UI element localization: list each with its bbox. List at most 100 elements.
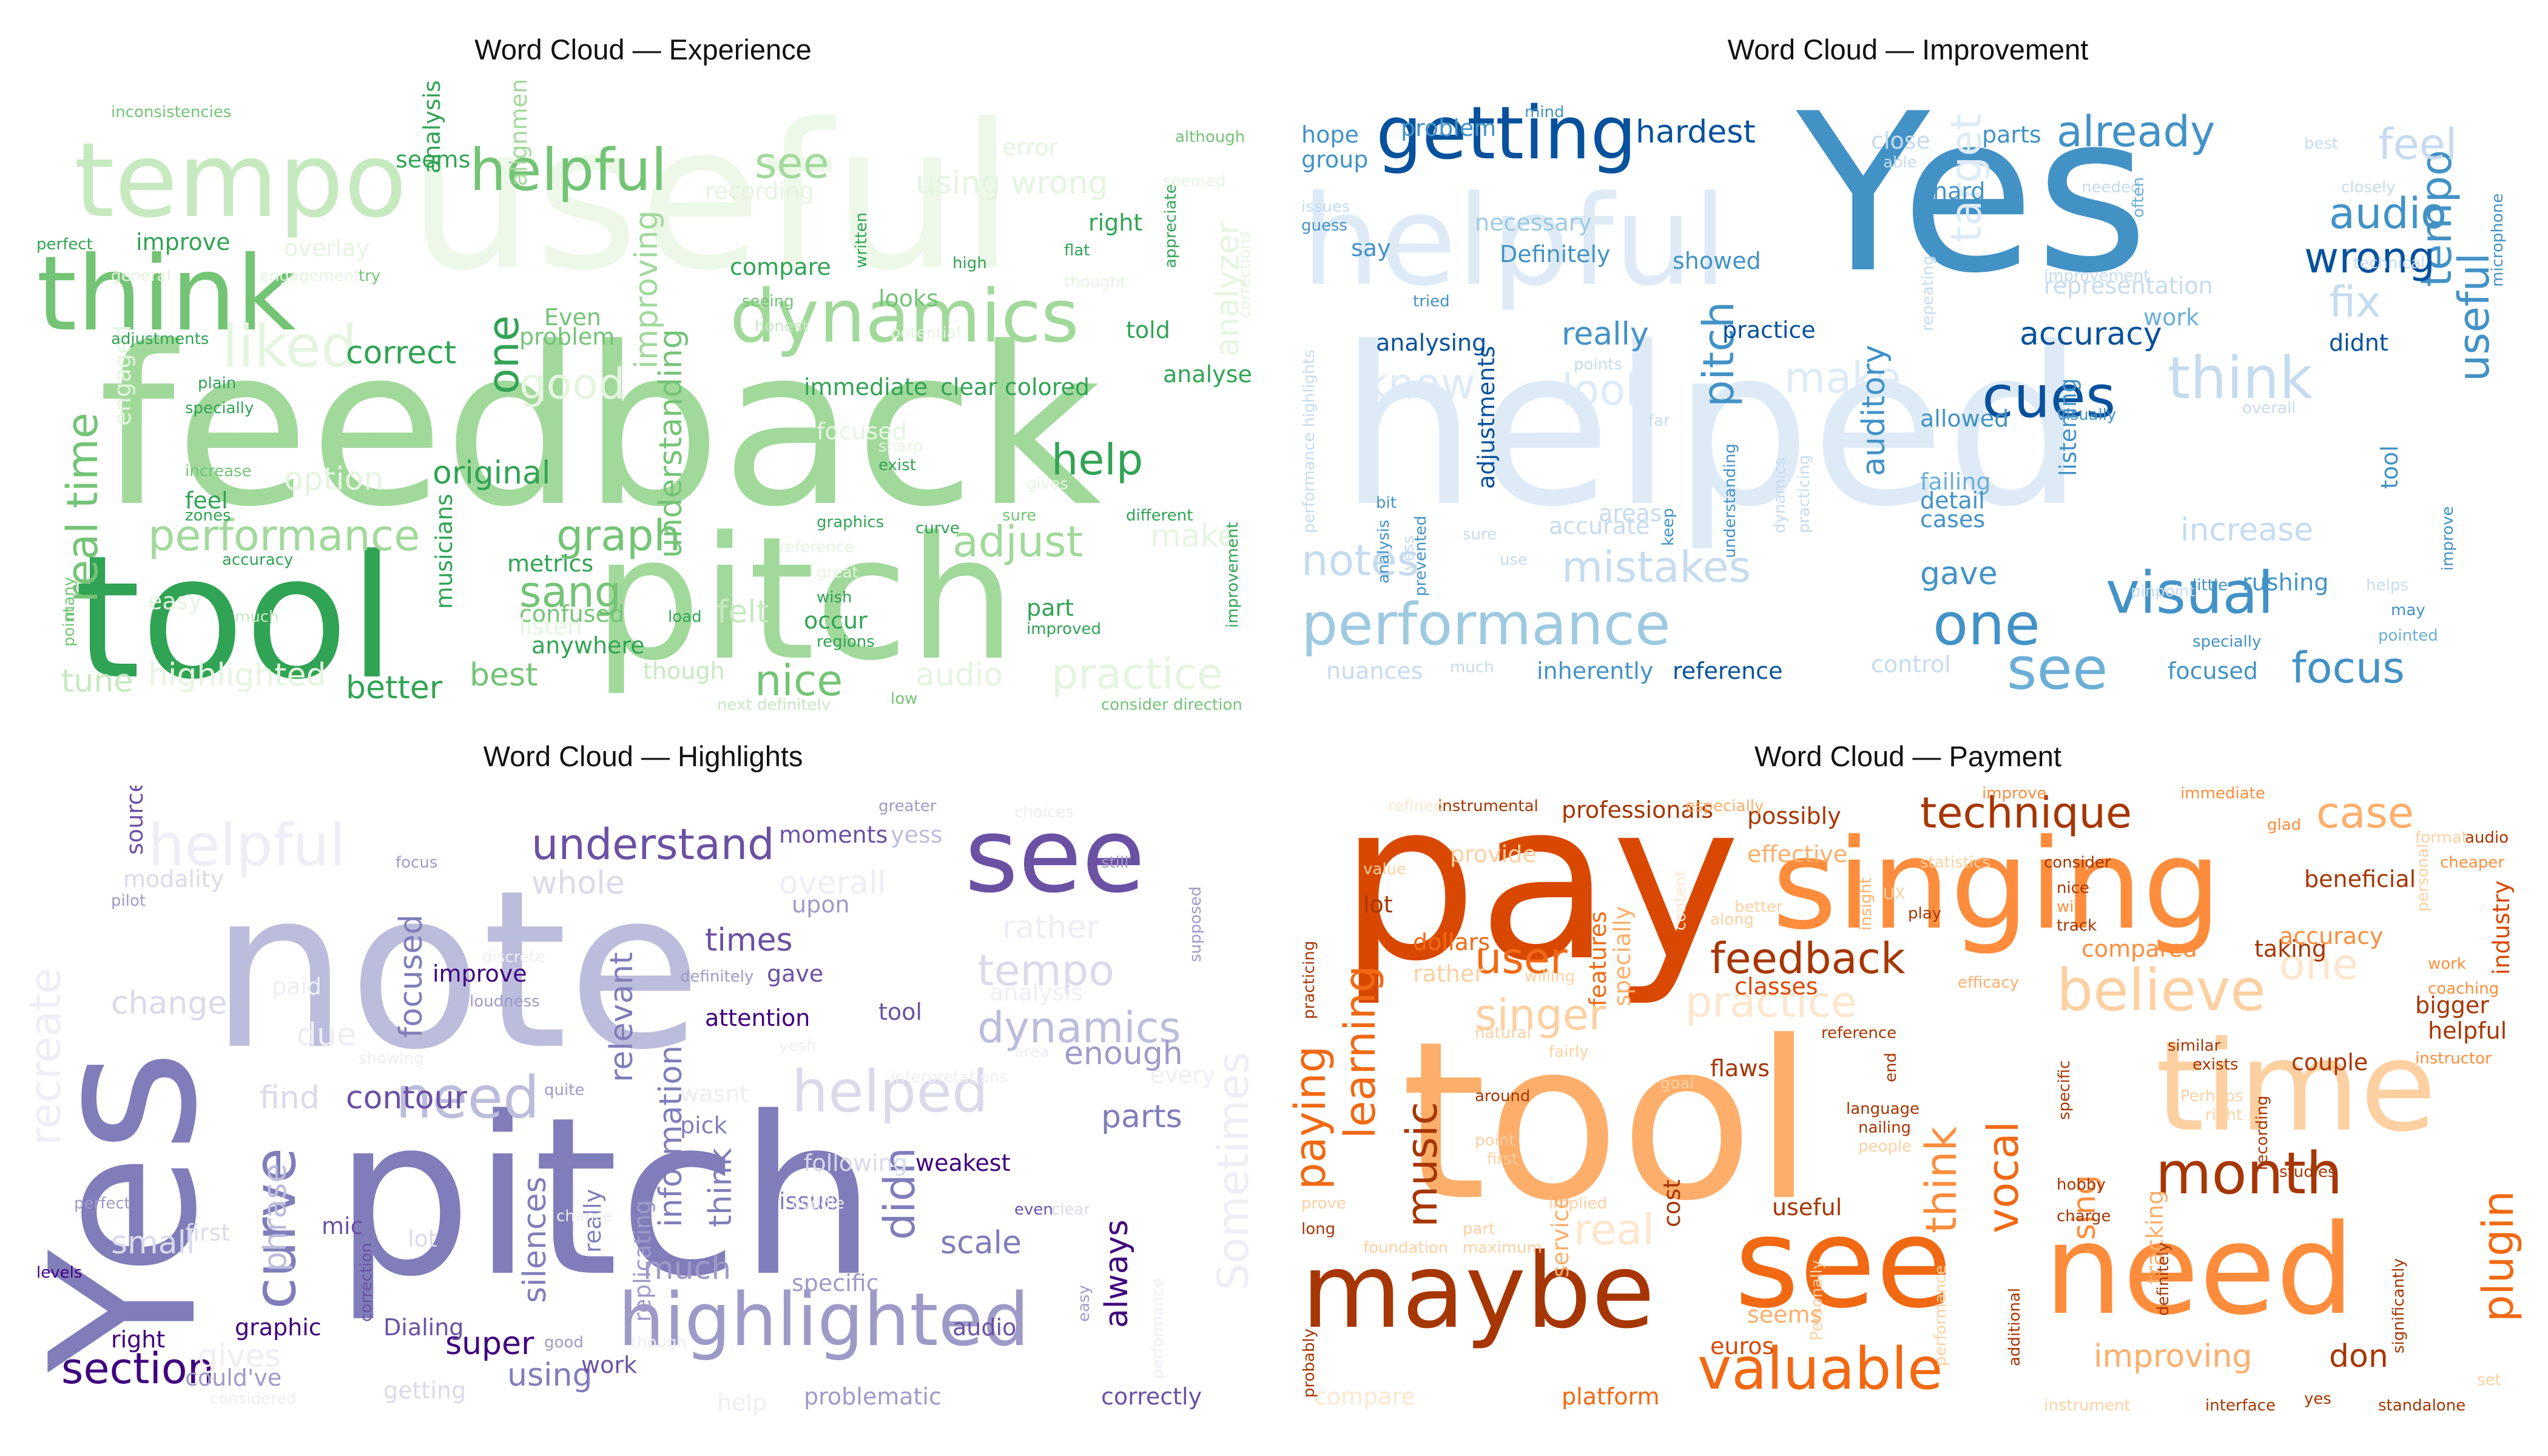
cloud-word: curve <box>915 519 960 538</box>
cloud-word: easy <box>1075 1285 1093 1322</box>
cloud-word: reference <box>1821 1024 1897 1042</box>
cloud-word: compared <box>2081 935 2197 962</box>
cloud-word: will <box>2057 898 2083 916</box>
cloud-word: Definitely <box>1500 241 1611 268</box>
cloud-word: fix <box>2329 277 2381 327</box>
cloud-word: considered <box>210 1390 297 1408</box>
cloud-word: gave <box>767 960 824 987</box>
cloud-word: improvement <box>1224 522 1242 628</box>
cloud-word: enough <box>1064 1036 1183 1072</box>
cloud-word: listening <box>2055 377 2081 476</box>
cloud-word: dynamics <box>977 1003 1181 1053</box>
cloud-word: increase <box>2180 512 2314 548</box>
cloud-word: already <box>2057 107 2216 157</box>
cloud-word: improve <box>1982 786 2047 803</box>
cloud-word: see <box>2007 636 2108 703</box>
cloud-word: practicing <box>1795 454 1813 533</box>
cloud-word: technique <box>1920 788 2132 838</box>
cloud-word: content <box>1671 870 1690 931</box>
cloud-word: feedback <box>1710 934 1906 983</box>
cloud-word: clear <box>1051 1201 1091 1219</box>
cloud-word: UX <box>1883 885 1906 903</box>
cloud-word: using <box>507 1357 593 1394</box>
cloud-word: better <box>346 670 443 706</box>
cloud-word: section <box>61 1344 215 1394</box>
cloud-word: still <box>1101 854 1129 872</box>
cloud-word: pilot <box>111 892 146 910</box>
cloud-word: analysis <box>989 979 1083 1006</box>
cloud-word: phrase <box>257 1163 294 1272</box>
cloud-word: low <box>891 690 918 708</box>
cloud-word: try <box>359 267 381 285</box>
cloud-word: notes <box>1301 536 1420 585</box>
cloud-word: help <box>1051 435 1144 485</box>
cloud-word: performance <box>1301 592 1671 658</box>
cloud-word: seems <box>396 146 471 173</box>
cloud-word: think <box>703 1148 739 1227</box>
cloud-word: real time <box>58 412 107 602</box>
cloud-word: singing <box>1772 813 2222 957</box>
cloud-word: pointed <box>2378 627 2438 645</box>
cloud-word: technical <box>2353 254 2425 272</box>
cloud-word: analysing <box>1376 329 1487 356</box>
cloud-word: improved <box>1026 620 1101 638</box>
cloud-word: performance <box>1932 1265 1950 1366</box>
word-cloud-panel-experience: Word Cloud — Experience feedback useful too… <box>24 24 1262 710</box>
cloud-word: understand <box>531 820 775 869</box>
cloud-word: plain <box>198 374 237 393</box>
cloud-word: language <box>1846 1100 1920 1118</box>
cloud-word: wish <box>817 588 852 607</box>
cloud-word: Personally <box>1808 1259 1826 1341</box>
cloud-word: feedback <box>98 300 1102 554</box>
cloud-word: Perhaps <box>2180 1087 2243 1105</box>
cloud-word: representation <box>2044 272 2213 299</box>
cloud-word: clear colored <box>940 374 1090 400</box>
cloud-word: useful <box>408 81 1016 314</box>
cloud-word: immediate <box>2180 786 2265 803</box>
cloud-word: personal <box>2414 843 2432 912</box>
cloud-word: good <box>544 1333 584 1352</box>
cloud-word: focused <box>393 914 430 1038</box>
cloud-word: right <box>1088 209 1143 236</box>
panel-title: Word Cloud — Experience <box>474 33 812 66</box>
cloud-word: times <box>705 922 793 959</box>
cloud-word: charge <box>2057 1207 2111 1225</box>
cloud-word: improve <box>433 960 527 987</box>
cloud-word: singer <box>1475 990 1606 1040</box>
cloud-word: vocal <box>1978 1121 2028 1233</box>
cloud-word: nailing <box>1858 1119 1912 1137</box>
cloud-word: Dialing <box>383 1314 464 1341</box>
cloud-word: mistakes <box>1562 542 1751 592</box>
cloud-word: improve <box>2439 506 2457 571</box>
cloud-word: due <box>297 1017 356 1053</box>
cloud-word: tool <box>74 519 396 710</box>
cloud-word: cases <box>1920 506 1986 533</box>
cloud-word: visual <box>2106 560 2274 627</box>
cloud-word: every <box>1150 1062 1216 1088</box>
cloud-word: helped <box>792 1059 989 1125</box>
cloud-word: good <box>519 359 625 409</box>
cloud-word: understanding <box>1721 443 1739 558</box>
cloud-word: whole <box>531 865 625 902</box>
cloud-word: alignments <box>505 79 532 186</box>
cloud-word: one <box>2279 940 2359 989</box>
cloud-word: useful <box>1772 1194 1842 1221</box>
cloud-word: better <box>1734 898 1783 916</box>
cloud-word: tune <box>61 663 133 699</box>
cloud-word: mic <box>322 1213 363 1239</box>
cloud-word: rushing <box>2242 569 2329 596</box>
cloud-word: occur <box>804 607 868 634</box>
cloud-word: reference <box>779 538 855 556</box>
cloud-word: case <box>2316 788 2414 838</box>
cloud-word: easy <box>148 588 202 615</box>
cloud-word: improve <box>136 229 231 255</box>
word-cloud: pay tool singing see maybe need time believe mon… <box>1289 786 2527 1417</box>
cloud-word: analysis <box>1375 519 1393 584</box>
cloud-word: focused <box>2168 658 2258 684</box>
cloud-word: problem <box>519 323 615 350</box>
cloud-word: specially <box>2192 633 2262 651</box>
cloud-word: helpful <box>2428 1017 2507 1044</box>
cloud-word: problematic <box>804 1383 942 1410</box>
cloud-word: additional <box>2006 1287 2024 1366</box>
cloud-word: although <box>1175 128 1245 146</box>
